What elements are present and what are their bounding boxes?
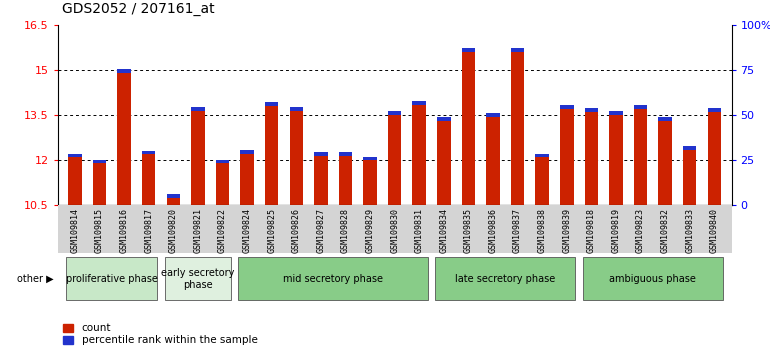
Text: early secretory
phase: early secretory phase xyxy=(161,268,235,290)
Bar xyxy=(363,156,377,160)
Text: GSM109815: GSM109815 xyxy=(95,208,104,253)
Bar xyxy=(290,110,303,205)
Bar xyxy=(413,101,426,104)
Bar xyxy=(66,257,157,300)
Text: GSM109833: GSM109833 xyxy=(685,208,695,253)
Bar xyxy=(69,154,82,157)
Bar xyxy=(166,194,180,198)
Bar xyxy=(191,107,205,110)
Bar xyxy=(486,113,500,116)
Bar xyxy=(388,115,401,205)
Text: GSM109831: GSM109831 xyxy=(415,208,424,253)
Text: GSM109824: GSM109824 xyxy=(243,208,252,253)
Bar xyxy=(339,152,352,156)
Bar xyxy=(462,52,475,205)
Bar xyxy=(240,154,254,205)
Bar xyxy=(239,257,428,300)
Bar xyxy=(535,154,549,157)
Bar xyxy=(634,109,648,205)
Bar xyxy=(290,107,303,110)
Bar xyxy=(609,112,623,115)
Bar xyxy=(708,112,721,205)
Bar xyxy=(216,160,229,163)
Text: GSM109838: GSM109838 xyxy=(537,208,547,253)
Text: GSM109814: GSM109814 xyxy=(71,208,79,253)
Bar xyxy=(435,257,575,300)
Text: GSM109835: GSM109835 xyxy=(464,208,473,253)
Bar xyxy=(486,116,500,205)
Text: GSM109832: GSM109832 xyxy=(661,208,670,253)
Bar xyxy=(511,52,524,205)
Bar xyxy=(584,108,598,112)
Text: GSM109816: GSM109816 xyxy=(119,208,129,253)
Text: GSM109821: GSM109821 xyxy=(193,208,203,253)
Bar xyxy=(584,112,598,205)
Text: GSM109829: GSM109829 xyxy=(366,208,374,253)
Bar xyxy=(240,150,254,154)
Bar xyxy=(437,118,450,121)
Text: GSM109827: GSM109827 xyxy=(316,208,326,253)
Bar xyxy=(165,257,231,300)
Text: GSM109836: GSM109836 xyxy=(488,208,497,253)
Bar xyxy=(560,105,574,109)
Bar xyxy=(583,257,723,300)
Bar xyxy=(462,48,475,52)
Bar xyxy=(314,152,327,156)
Bar xyxy=(216,163,229,205)
Bar xyxy=(191,110,205,205)
Text: GDS2052 / 207161_at: GDS2052 / 207161_at xyxy=(62,2,214,16)
Text: GSM109837: GSM109837 xyxy=(513,208,522,253)
Text: GSM109820: GSM109820 xyxy=(169,208,178,253)
Text: ambiguous phase: ambiguous phase xyxy=(609,274,696,284)
Bar xyxy=(658,121,672,205)
Bar xyxy=(683,150,696,205)
Text: proliferative phase: proliferative phase xyxy=(66,274,158,284)
Text: GSM109828: GSM109828 xyxy=(341,208,350,253)
Text: GSM109834: GSM109834 xyxy=(440,208,448,253)
Bar xyxy=(413,104,426,205)
Text: GSM109817: GSM109817 xyxy=(144,208,153,253)
Bar xyxy=(93,163,106,205)
Bar xyxy=(683,146,696,150)
Bar xyxy=(69,157,82,205)
Bar xyxy=(339,156,352,205)
Bar xyxy=(388,111,401,115)
Text: GSM109839: GSM109839 xyxy=(562,208,571,253)
Bar xyxy=(166,198,180,205)
Text: GSM109819: GSM109819 xyxy=(611,208,621,253)
Bar xyxy=(265,106,279,205)
Bar xyxy=(511,48,524,52)
Text: mid secretory phase: mid secretory phase xyxy=(283,274,383,284)
Bar xyxy=(265,102,279,106)
Text: GSM109840: GSM109840 xyxy=(710,208,718,253)
Text: GSM109818: GSM109818 xyxy=(587,208,596,253)
Bar xyxy=(609,115,623,205)
Text: GSM109830: GSM109830 xyxy=(390,208,399,253)
Bar xyxy=(437,121,450,205)
Bar xyxy=(363,160,377,205)
Bar xyxy=(535,157,549,205)
Bar xyxy=(658,118,672,121)
Text: GSM109822: GSM109822 xyxy=(218,208,227,253)
Text: GSM109825: GSM109825 xyxy=(267,208,276,253)
Text: GSM109823: GSM109823 xyxy=(636,208,645,253)
Text: other ▶: other ▶ xyxy=(17,274,54,284)
Bar xyxy=(117,69,131,73)
Text: late secretory phase: late secretory phase xyxy=(455,274,555,284)
Bar xyxy=(93,160,106,163)
Bar xyxy=(634,105,648,109)
Bar xyxy=(708,108,721,112)
Bar xyxy=(117,73,131,205)
Legend: count, percentile rank within the sample: count, percentile rank within the sample xyxy=(63,323,258,345)
Bar xyxy=(142,150,156,154)
Text: GSM109826: GSM109826 xyxy=(292,208,301,253)
Bar xyxy=(142,154,156,205)
Bar xyxy=(314,156,327,205)
Bar xyxy=(560,109,574,205)
